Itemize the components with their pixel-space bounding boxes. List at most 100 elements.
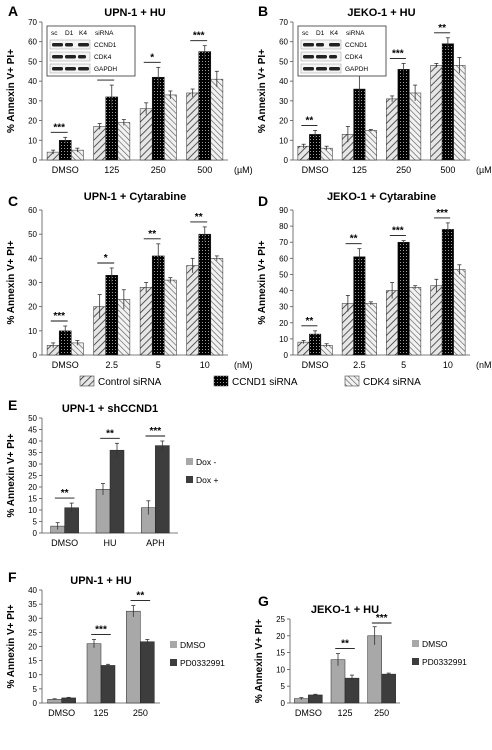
bar bbox=[139, 108, 153, 161]
significance-stars: ** bbox=[106, 428, 114, 439]
bar bbox=[86, 643, 102, 704]
y-tick-label: 50 bbox=[279, 270, 288, 279]
blot-band bbox=[52, 43, 63, 47]
x-tick-label: 10 bbox=[200, 360, 210, 370]
x-tick-label: 2.5 bbox=[105, 360, 118, 370]
bar bbox=[397, 69, 410, 161]
blot-band bbox=[65, 43, 73, 47]
significance-stars: * bbox=[150, 52, 154, 63]
legend-label: Dox + bbox=[196, 475, 218, 485]
bar bbox=[430, 285, 443, 356]
y-axis-label: % Annexin V+ PI+ bbox=[257, 49, 268, 133]
unit-label: (µM) bbox=[234, 165, 253, 175]
significance-stars: *** bbox=[392, 226, 404, 237]
significance-stars: *** bbox=[53, 122, 65, 133]
panel-G: G JEKO-1 + HU 0 5 10 15 20 25 % Annexin V+ PI+ DM… bbox=[254, 593, 467, 718]
bar bbox=[367, 635, 382, 704]
y-tick-label: 0 bbox=[33, 351, 38, 360]
blot-band bbox=[52, 67, 63, 71]
bar bbox=[198, 51, 212, 161]
bar bbox=[93, 126, 106, 161]
y-tick-label: 30 bbox=[28, 279, 37, 288]
legend-swatch bbox=[186, 458, 193, 465]
x-tick-label: 250 bbox=[396, 165, 411, 175]
x-tick-label: 5 bbox=[401, 360, 406, 370]
panel-letter: F bbox=[8, 569, 17, 585]
bar bbox=[386, 290, 399, 356]
blot-header-label: sc bbox=[302, 30, 309, 37]
panel-C: C UPN-1 + Cytarabine 0 10 20 30 40 50 60 % Annexi… bbox=[6, 191, 253, 370]
blot-band bbox=[329, 67, 340, 71]
significance-stars: *** bbox=[392, 48, 404, 59]
y-tick-label: 30 bbox=[279, 303, 288, 312]
bar bbox=[164, 279, 177, 356]
x-tick-label: 500 bbox=[197, 165, 212, 175]
y-tick-label: 5 bbox=[33, 518, 38, 527]
bar bbox=[210, 78, 224, 161]
y-axis-label: % Annexin V+ PI+ bbox=[254, 619, 265, 703]
x-tick-label: 125 bbox=[104, 165, 119, 175]
y-tick-label: 90 bbox=[279, 206, 288, 215]
y-tick-label: 45 bbox=[28, 426, 37, 435]
legend-label: PD0332991 bbox=[422, 657, 467, 667]
panel-E: E UPN-1 + shCCND1 0 5 10 15 20 25 30 35 40 45 50 % An… bbox=[6, 397, 218, 548]
blot-band bbox=[65, 67, 76, 71]
blot-header-label: D1 bbox=[65, 30, 74, 37]
y-tick-label: 50 bbox=[28, 414, 37, 423]
unit-label: (µM) bbox=[476, 165, 492, 175]
unit-label: (nM) bbox=[234, 360, 253, 370]
y-tick-label: 40 bbox=[28, 586, 37, 595]
blot-band bbox=[303, 55, 314, 59]
x-tick-label: 250 bbox=[151, 165, 166, 175]
bar bbox=[409, 287, 422, 356]
blot-header-label: K4 bbox=[330, 30, 338, 37]
bar bbox=[381, 673, 396, 704]
legend-swatch bbox=[170, 659, 177, 666]
blot-header-label: siRNA bbox=[95, 30, 114, 37]
blot-band bbox=[78, 67, 89, 71]
significance-stars: ** bbox=[341, 639, 349, 650]
y-tick-label: 80 bbox=[279, 222, 288, 231]
y-tick-label: 60 bbox=[279, 254, 288, 263]
significance-stars: ** bbox=[136, 591, 144, 602]
bar bbox=[164, 94, 177, 161]
significance-stars: *** bbox=[149, 426, 161, 437]
x-tick-label: 500 bbox=[440, 165, 455, 175]
y-tick-label: 20 bbox=[279, 117, 288, 126]
bar bbox=[308, 694, 323, 704]
y-tick-label: 50 bbox=[28, 230, 37, 239]
legend-label: DMSO bbox=[180, 640, 206, 650]
bar bbox=[95, 489, 111, 534]
significance-stars: ** bbox=[305, 316, 313, 327]
bar bbox=[155, 445, 170, 534]
y-tick-label: 60 bbox=[28, 38, 37, 47]
chart-title: UPN-1 + HU bbox=[70, 575, 131, 587]
y-tick-label: 35 bbox=[28, 600, 37, 609]
legend-swatch bbox=[79, 375, 95, 387]
bar bbox=[453, 65, 466, 161]
y-tick-label: 10 bbox=[276, 665, 285, 674]
x-tick-label: APH bbox=[146, 538, 165, 548]
y-tick-label: 0 bbox=[284, 351, 289, 360]
western-blot-inset: sc D1 K4 siRNA CCND1 CDK4 GAPDH bbox=[46, 25, 136, 77]
x-tick-label: 5 bbox=[156, 360, 161, 370]
y-tick-label: 50 bbox=[28, 57, 37, 66]
bar bbox=[397, 241, 410, 356]
x-tick-label: DMSO bbox=[48, 708, 75, 718]
bar bbox=[441, 229, 454, 356]
y-tick-label: 70 bbox=[279, 238, 288, 247]
y-tick-label: 15 bbox=[28, 657, 37, 666]
x-tick-label: DMSO bbox=[52, 360, 79, 370]
bar bbox=[186, 92, 199, 161]
chart-title: JEKO-1 + Cytarabine bbox=[327, 191, 436, 203]
y-tick-label: 10 bbox=[28, 327, 37, 336]
x-tick-label: 125 bbox=[337, 708, 352, 718]
y-tick-label: 60 bbox=[279, 38, 288, 47]
chart-title: UPN-1 + shCCND1 bbox=[62, 403, 158, 415]
y-tick-label: 0 bbox=[281, 699, 286, 708]
panel-F: F UPN-1 + HU 0 5 10 15 20 25 30 35 40 % Annexin V+ … bbox=[6, 569, 225, 718]
bar bbox=[386, 98, 399, 161]
bar bbox=[139, 287, 153, 356]
x-tick-label: 2.5 bbox=[353, 360, 366, 370]
